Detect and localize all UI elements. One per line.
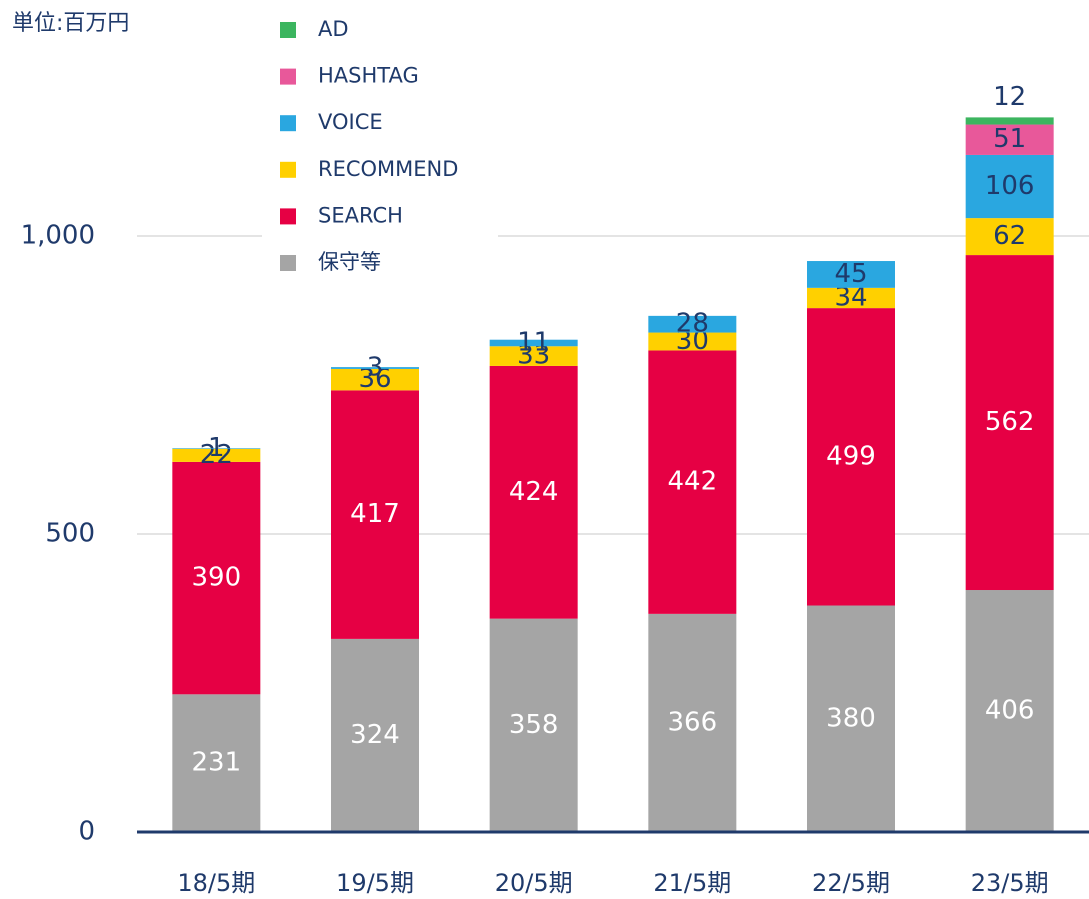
legend-swatch — [280, 115, 296, 132]
bar-segment — [648, 332, 737, 351]
bar-segment — [807, 605, 895, 832]
bar-segment — [965, 590, 1054, 832]
x-tick-label: 18/5期 — [177, 869, 255, 897]
bar-segment — [965, 124, 1054, 155]
bar-segment — [648, 613, 737, 832]
legend-label: RECOMMEND — [318, 157, 458, 181]
legend-label: SEARCH — [318, 203, 403, 227]
bar-segment — [172, 694, 261, 832]
x-tick-label: 23/5期 — [971, 869, 1049, 897]
data-label: 231 — [192, 748, 242, 778]
y-tick-label: 1,000 — [21, 221, 95, 251]
bar-segment — [489, 346, 578, 366]
data-label: 51 — [993, 124, 1026, 154]
bar-segment — [648, 315, 737, 333]
data-label: 12 — [993, 82, 1026, 112]
legend-background — [262, 8, 498, 284]
data-label: 324 — [350, 720, 400, 750]
unit-label: 単位:百万円 — [12, 11, 129, 36]
data-label: 390 — [192, 563, 242, 593]
bar-segment — [807, 261, 895, 288]
bar-segment — [807, 308, 895, 606]
legend-swatch — [280, 208, 296, 225]
legend-label: VOICE — [318, 110, 383, 134]
data-label: 28 — [676, 309, 709, 339]
legend-swatch — [280, 68, 296, 85]
legend-swatch — [280, 22, 296, 38]
data-label: 562 — [985, 407, 1035, 437]
legend-swatch — [280, 161, 296, 178]
data-label: 417 — [350, 499, 400, 529]
data-label: 1 — [208, 433, 225, 463]
bar-segment — [172, 448, 261, 462]
y-tick-label: 0 — [78, 817, 95, 847]
bar-segment — [965, 154, 1054, 219]
bar-segment — [172, 461, 261, 695]
y-tick-label: 500 — [45, 519, 95, 549]
bar-segment — [489, 365, 578, 619]
data-label: 45 — [834, 259, 867, 289]
x-tick-label: 21/5期 — [653, 869, 731, 897]
bar-segment — [331, 367, 419, 369]
bar-segment — [489, 618, 578, 832]
data-label: 22 — [200, 440, 233, 470]
data-label: 36 — [358, 364, 391, 394]
bar-segment — [965, 117, 1054, 125]
data-label: 11 — [517, 327, 550, 357]
data-label: 62 — [993, 221, 1026, 251]
data-label: 380 — [826, 703, 876, 733]
data-label: 3 — [367, 353, 384, 383]
data-label: 406 — [985, 696, 1035, 726]
bar-segment — [489, 339, 578, 347]
bar-segment — [331, 638, 419, 832]
legend-label: AD — [318, 17, 349, 41]
bar-segment — [648, 350, 737, 614]
x-tick-label: 22/5期 — [812, 869, 890, 897]
data-label: 499 — [826, 441, 876, 471]
legend-label: 保守等 — [318, 250, 381, 274]
bar-segment — [331, 368, 419, 391]
data-label: 106 — [985, 171, 1035, 201]
x-tick-label: 19/5期 — [336, 869, 414, 897]
data-label: 442 — [668, 467, 718, 497]
bar-segment — [807, 287, 895, 309]
data-label: 358 — [509, 710, 559, 740]
data-label: 424 — [509, 477, 559, 507]
bar-segment — [172, 448, 261, 449]
bar-segment — [965, 218, 1054, 256]
bar-segment — [331, 390, 419, 639]
bar-segment — [965, 255, 1054, 591]
data-label: 366 — [668, 707, 718, 737]
x-tick-label: 20/5期 — [495, 869, 573, 897]
legend-label: HASHTAG — [318, 64, 419, 88]
legend-swatch — [280, 255, 296, 271]
